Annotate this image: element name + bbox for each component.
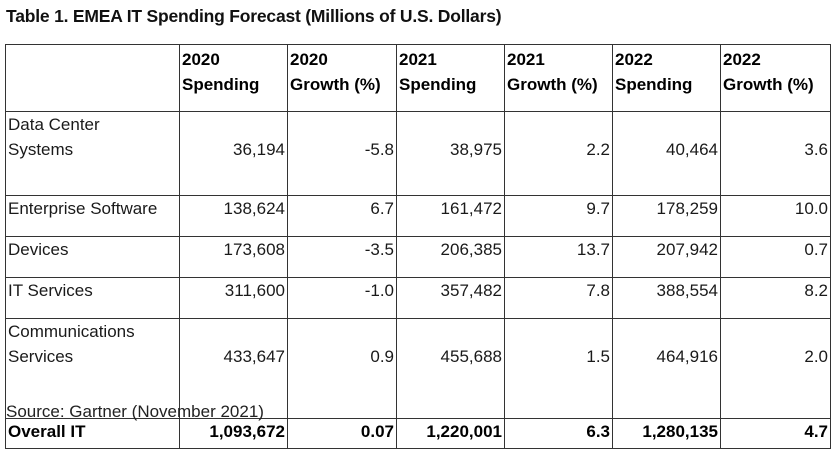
header-2020-spending: 2020 Spending: [179, 44, 288, 112]
header-2022-growth: 2022 Growth (%): [720, 44, 831, 112]
cell-value: 0.7: [720, 236, 831, 278]
cell-value: 206,385: [396, 236, 505, 278]
table-row: IT Services 311,600 -1.0 357,482 7.8 388…: [5, 277, 831, 319]
cell-value: 7.8: [504, 277, 613, 319]
row-label: Communications Services: [5, 318, 180, 419]
row-label: Devices: [5, 236, 180, 278]
cell-value: 0.9: [287, 318, 397, 419]
header-row: 2020 Spending 2020 Growth (%) 2021 Spending…: [5, 44, 831, 112]
cell-value: 10.0: [720, 195, 831, 237]
header-empty: [5, 44, 180, 112]
cell-value: 9.7: [504, 195, 613, 237]
header-2021-growth: 2021 Growth (%): [504, 44, 613, 112]
cell-value: 161,472: [396, 195, 505, 237]
spending-forecast-table: 2020 Spending 2020 Growth (%) 2021 Spending…: [5, 44, 831, 449]
cell-value: 433,647: [179, 318, 288, 419]
cell-value: -3.5: [287, 236, 397, 278]
cell-value: 173,608: [179, 236, 288, 278]
cell-value: 13.7: [504, 236, 613, 278]
cell-value: 1.5: [504, 318, 613, 419]
cell-value: 4.7: [720, 418, 831, 449]
cell-value: 207,942: [612, 236, 721, 278]
cell-value: 6.3: [504, 418, 613, 449]
table-row: Communications Services 433,647 0.9 455,…: [5, 318, 831, 419]
cell-value: 6.7: [287, 195, 397, 237]
table-row: Enterprise Software 138,624 6.7 161,472 …: [5, 195, 831, 237]
row-label: Overall IT: [5, 418, 180, 449]
source-note: Source: Gartner (November 2021): [6, 402, 264, 421]
cell-value: -5.8: [287, 111, 397, 196]
cell-value: 2.0: [720, 318, 831, 419]
header-2021-spending: 2021 Spending: [396, 44, 505, 112]
header-2020-growth: 2020 Growth (%): [287, 44, 397, 112]
header-2022-spending: 2022 Spending: [612, 44, 721, 112]
row-label: Data Center Systems: [5, 111, 180, 196]
cell-value: 388,554: [612, 277, 721, 319]
cell-value: 2.2: [504, 111, 613, 196]
cell-value: -1.0: [287, 277, 397, 319]
cell-value: 1,280,135: [612, 418, 721, 449]
table-row: Devices 173,608 -3.5 206,385 13.7 207,94…: [5, 236, 831, 278]
cell-value: 311,600: [179, 277, 288, 319]
cell-value: 0.07: [287, 418, 397, 449]
table-title: Table 1. EMEA IT Spending Forecast (Mill…: [6, 6, 502, 26]
cell-value: 8.2: [720, 277, 831, 319]
table-row: Data Center Systems 36,194 -5.8 38,975 2…: [5, 111, 831, 196]
cell-value: 138,624: [179, 195, 288, 237]
cell-value: 3.6: [720, 111, 831, 196]
row-label: Enterprise Software: [5, 195, 180, 237]
cell-value: 464,916: [612, 318, 721, 419]
cell-value: 1,093,672: [179, 418, 288, 449]
cell-value: 36,194: [179, 111, 288, 196]
cell-value: 455,688: [396, 318, 505, 419]
cell-value: 178,259: [612, 195, 721, 237]
total-row: Overall IT 1,093,672 0.07 1,220,001 6.3 …: [5, 418, 831, 449]
cell-value: 1,220,001: [396, 418, 505, 449]
cell-value: 357,482: [396, 277, 505, 319]
cell-value: 38,975: [396, 111, 505, 196]
row-label: IT Services: [5, 277, 180, 319]
cell-value: 40,464: [612, 111, 721, 196]
